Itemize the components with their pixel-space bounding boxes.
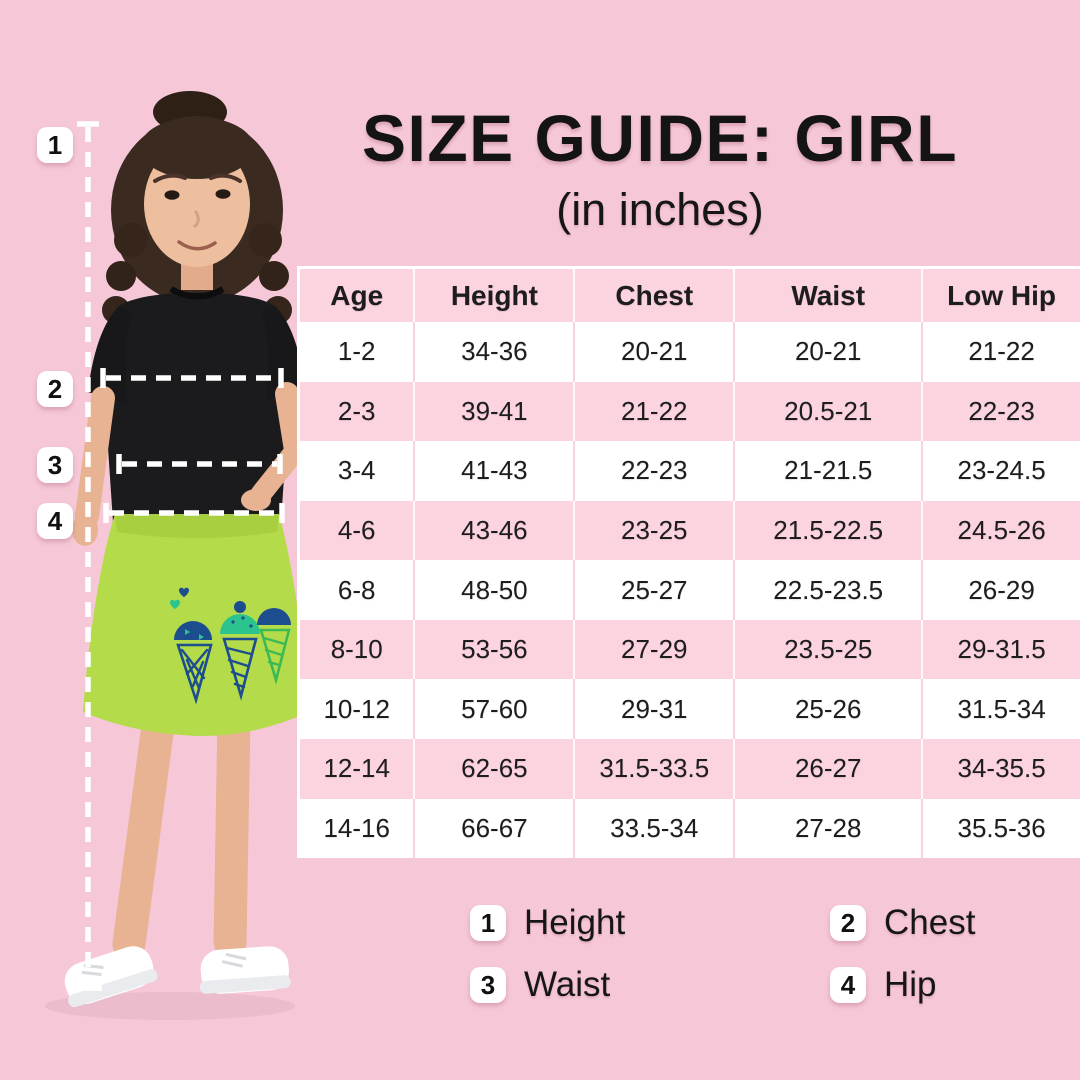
table-row: 1-2 34-36 20-21 20-21 21-22 <box>300 322 1080 382</box>
page-subtitle: (in inches) <box>556 184 764 235</box>
table-cell: 41-43 <box>415 441 576 501</box>
figure-marker-2: 2 <box>37 371 73 407</box>
legend-badge-4: 4 <box>830 967 866 1003</box>
table-row: 10-12 57-60 29-31 25-26 31.5-34 <box>300 679 1080 739</box>
column-header-chest: Chest <box>575 269 736 322</box>
table-cell: 21.5-22.5 <box>735 500 924 561</box>
legend-item-height: 1 Height <box>470 903 625 943</box>
table-cell: 20-21 <box>735 322 924 382</box>
table-cell: 23-25 <box>575 500 736 561</box>
legend-label-height: Height <box>524 903 626 942</box>
legend-item-hip: 4 Hip <box>830 965 937 1005</box>
table-cell: 35.5-36 <box>957 812 1046 843</box>
table-cell: 21-22 <box>575 381 736 442</box>
table-cell: 39-41 <box>415 381 576 442</box>
table-cell: 4-6 <box>300 500 416 561</box>
table-cell: 26-27 <box>735 738 924 799</box>
table-cell: 31.5-34 <box>957 693 1046 724</box>
column-header-age: Age <box>300 269 416 322</box>
table-cell: 53-56 <box>415 619 576 680</box>
table-row: 12-14 62-65 31.5-33.5 26-27 34-35.5 <box>300 738 1080 799</box>
table-row: 2-3 39-41 21-22 20.5-21 22-23 <box>300 381 1080 442</box>
table-cell: 43-46 <box>415 500 576 561</box>
table-row: 4-6 43-46 23-25 21.5-22.5 24.5-26 <box>300 500 1080 561</box>
table-cell: 14-16 <box>300 798 416 859</box>
table-row: 14-16 66-67 33.5-34 27-28 35.5-36 <box>300 798 1080 859</box>
legend-badge-2: 2 <box>830 905 866 941</box>
page-title: SIZE GUIDE: GIRL <box>361 101 959 175</box>
figure-marker-3: 3 <box>37 447 73 483</box>
table-cell: 57-60 <box>415 679 576 739</box>
legend-badge-1: 1 <box>470 905 506 941</box>
ice-cream-print <box>170 587 291 705</box>
table-cell: 66-67 <box>415 798 576 859</box>
table-cell: 26-29 <box>968 574 1035 605</box>
table-cell: 21-22 <box>968 336 1035 367</box>
table-cell: 10-12 <box>300 679 416 739</box>
table-cell: 48-50 <box>415 560 576 620</box>
table-cell: 33.5-34 <box>575 798 736 859</box>
legend-badge-3: 3 <box>470 967 506 1003</box>
table-cell: 34-36 <box>415 322 576 382</box>
table-cell: 31.5-33.5 <box>575 738 736 799</box>
table-cell: 12-14 <box>300 738 416 799</box>
column-header-low-hip: Low Hip <box>947 279 1057 311</box>
table-cell: 25-27 <box>575 560 736 620</box>
column-header-waist: Waist <box>735 269 924 322</box>
figure-marker-4: 4 <box>37 503 73 539</box>
table-cell: 2-3 <box>300 381 416 442</box>
table-cell: 29-31 <box>575 679 736 739</box>
size-guide-table: Age Height Chest Waist Low Hip 1-2 34-36 20-21… <box>297 266 1080 859</box>
table-cell: 27-29 <box>575 619 736 680</box>
table-row: 8-10 53-56 27-29 23.5-25 29-31.5 <box>300 619 1080 680</box>
table-cell: 34-35.5 <box>957 753 1046 784</box>
table-cell: 62-65 <box>415 738 576 799</box>
table-cell: 27-28 <box>735 798 924 859</box>
table-cell: 23-24.5 <box>957 455 1046 486</box>
table-body: 1-2 34-36 20-21 20-21 21-22 2-3 39-41 21-22 20.5… <box>300 322 1080 859</box>
table-row: 3-4 41-43 22-23 21-21.5 23-24.5 <box>300 441 1080 501</box>
table-cell: 29-31.5 <box>957 634 1046 665</box>
table-cell: 21-21.5 <box>735 441 924 501</box>
table-cell: 22-23 <box>968 395 1035 426</box>
table-cell: 23.5-25 <box>735 619 924 680</box>
table-cell: 8-10 <box>300 619 416 680</box>
legs <box>112 701 251 961</box>
table-cell: 1-2 <box>300 322 416 382</box>
table-cell: 6-8 <box>300 560 416 620</box>
legend-item-chest: 2 Chest <box>830 903 975 943</box>
legend-label-chest: Chest <box>884 903 976 942</box>
legend-label-waist: Waist <box>524 965 611 1004</box>
table-cell: 22.5-23.5 <box>735 560 924 620</box>
legend-label-hip: Hip <box>884 965 937 1004</box>
table-cell: 3-4 <box>300 441 416 501</box>
table-cell: 22-23 <box>575 441 736 501</box>
table-cell: 20.5-21 <box>735 381 924 442</box>
title-block: SIZE GUIDE: GIRL (in inches) <box>250 100 1070 236</box>
floor-shadow <box>45 992 295 1020</box>
table-header-row: Age Height Chest Waist Low Hip <box>300 269 1080 322</box>
table-cell: 20-21 <box>575 322 736 382</box>
figure-marker-1: 1 <box>37 127 73 163</box>
face <box>140 117 254 267</box>
table-row: 6-8 48-50 25-27 22.5-23.5 26-29 <box>300 560 1080 620</box>
column-header-height: Height <box>415 269 576 322</box>
shoes <box>64 946 291 1008</box>
table-cell: 25-26 <box>735 679 924 739</box>
legend-item-waist: 3 Waist <box>470 965 610 1005</box>
table-cell: 24.5-26 <box>957 514 1046 545</box>
